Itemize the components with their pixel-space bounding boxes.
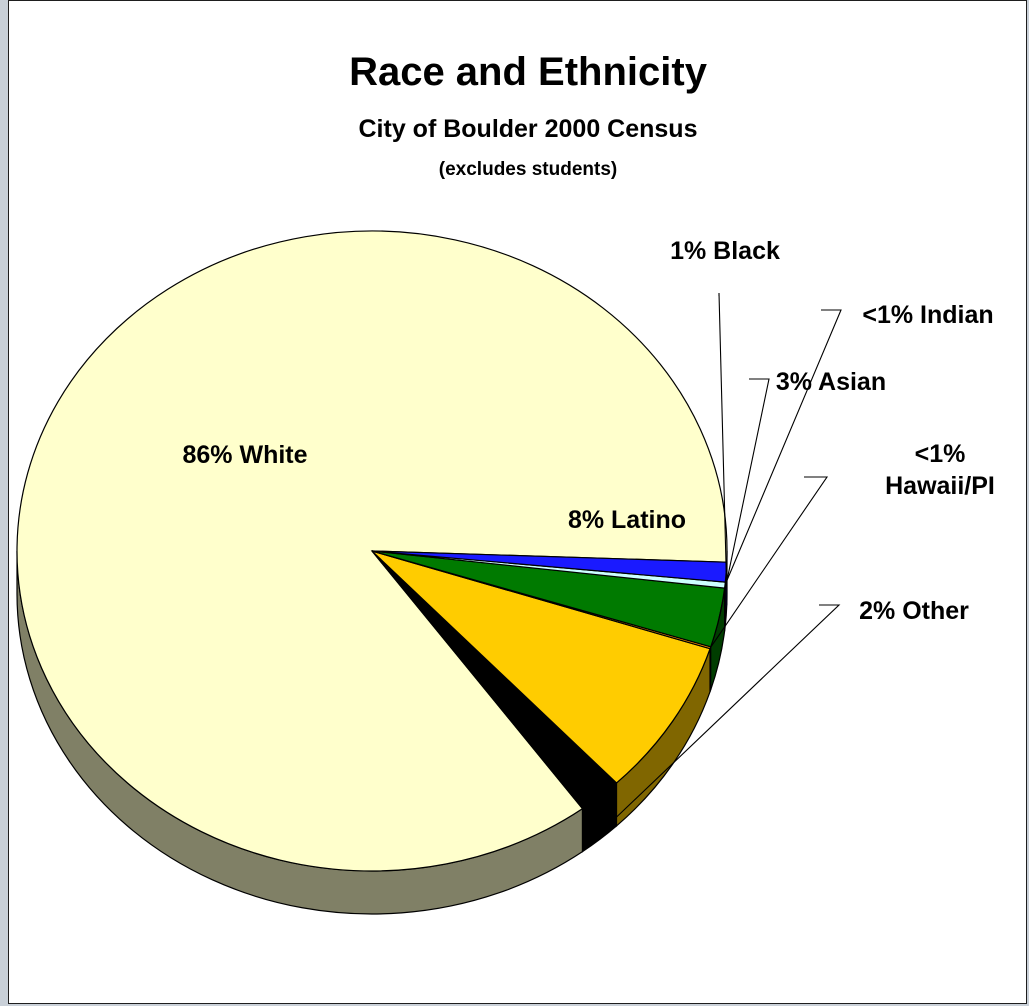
leader-line-1 — [599, 604, 841, 834]
chart-frame: Race and Ethnicity City of Boulder 2000 … — [8, 0, 1027, 1004]
leader-line-5 — [724, 309, 842, 586]
slice-label-4: 3% Asian — [776, 368, 886, 396]
leader-line-3 — [709, 476, 829, 649]
leader-line-6 — [718, 292, 727, 573]
slice-label-2: 8% Latino — [568, 506, 686, 534]
slice-labels: 86% White 2% Other 8% Latino <1% Hawaii/PI 3%… — [182, 237, 994, 625]
pie-tops — [16, 230, 728, 872]
chart-note: (excludes students) — [439, 159, 617, 180]
pie-slice-6 — [371, 550, 728, 583]
pie-slice-2 — [371, 550, 711, 784]
leader-lines — [599, 292, 842, 834]
slice-label-6: 1% Black — [670, 237, 780, 265]
slice-label-5: <1% Indian — [862, 301, 993, 329]
chart-subtitle: City of Boulder 2000 Census — [359, 115, 698, 143]
slice-label-3-line-1: Hawaii/PI — [885, 472, 995, 500]
chart-title: Race and Ethnicity — [349, 50, 708, 94]
slice-label-1: 2% Other — [859, 597, 969, 625]
pie-chart: Race and Ethnicity City of Boulder 2000 … — [16, 50, 995, 915]
leader-line-4 — [718, 378, 770, 618]
slice-label-0: 86% White — [182, 441, 307, 469]
slice-label-3: <1% Hawaii/PI — [885, 440, 995, 500]
slice-label-3-line-0: <1% — [915, 440, 966, 468]
